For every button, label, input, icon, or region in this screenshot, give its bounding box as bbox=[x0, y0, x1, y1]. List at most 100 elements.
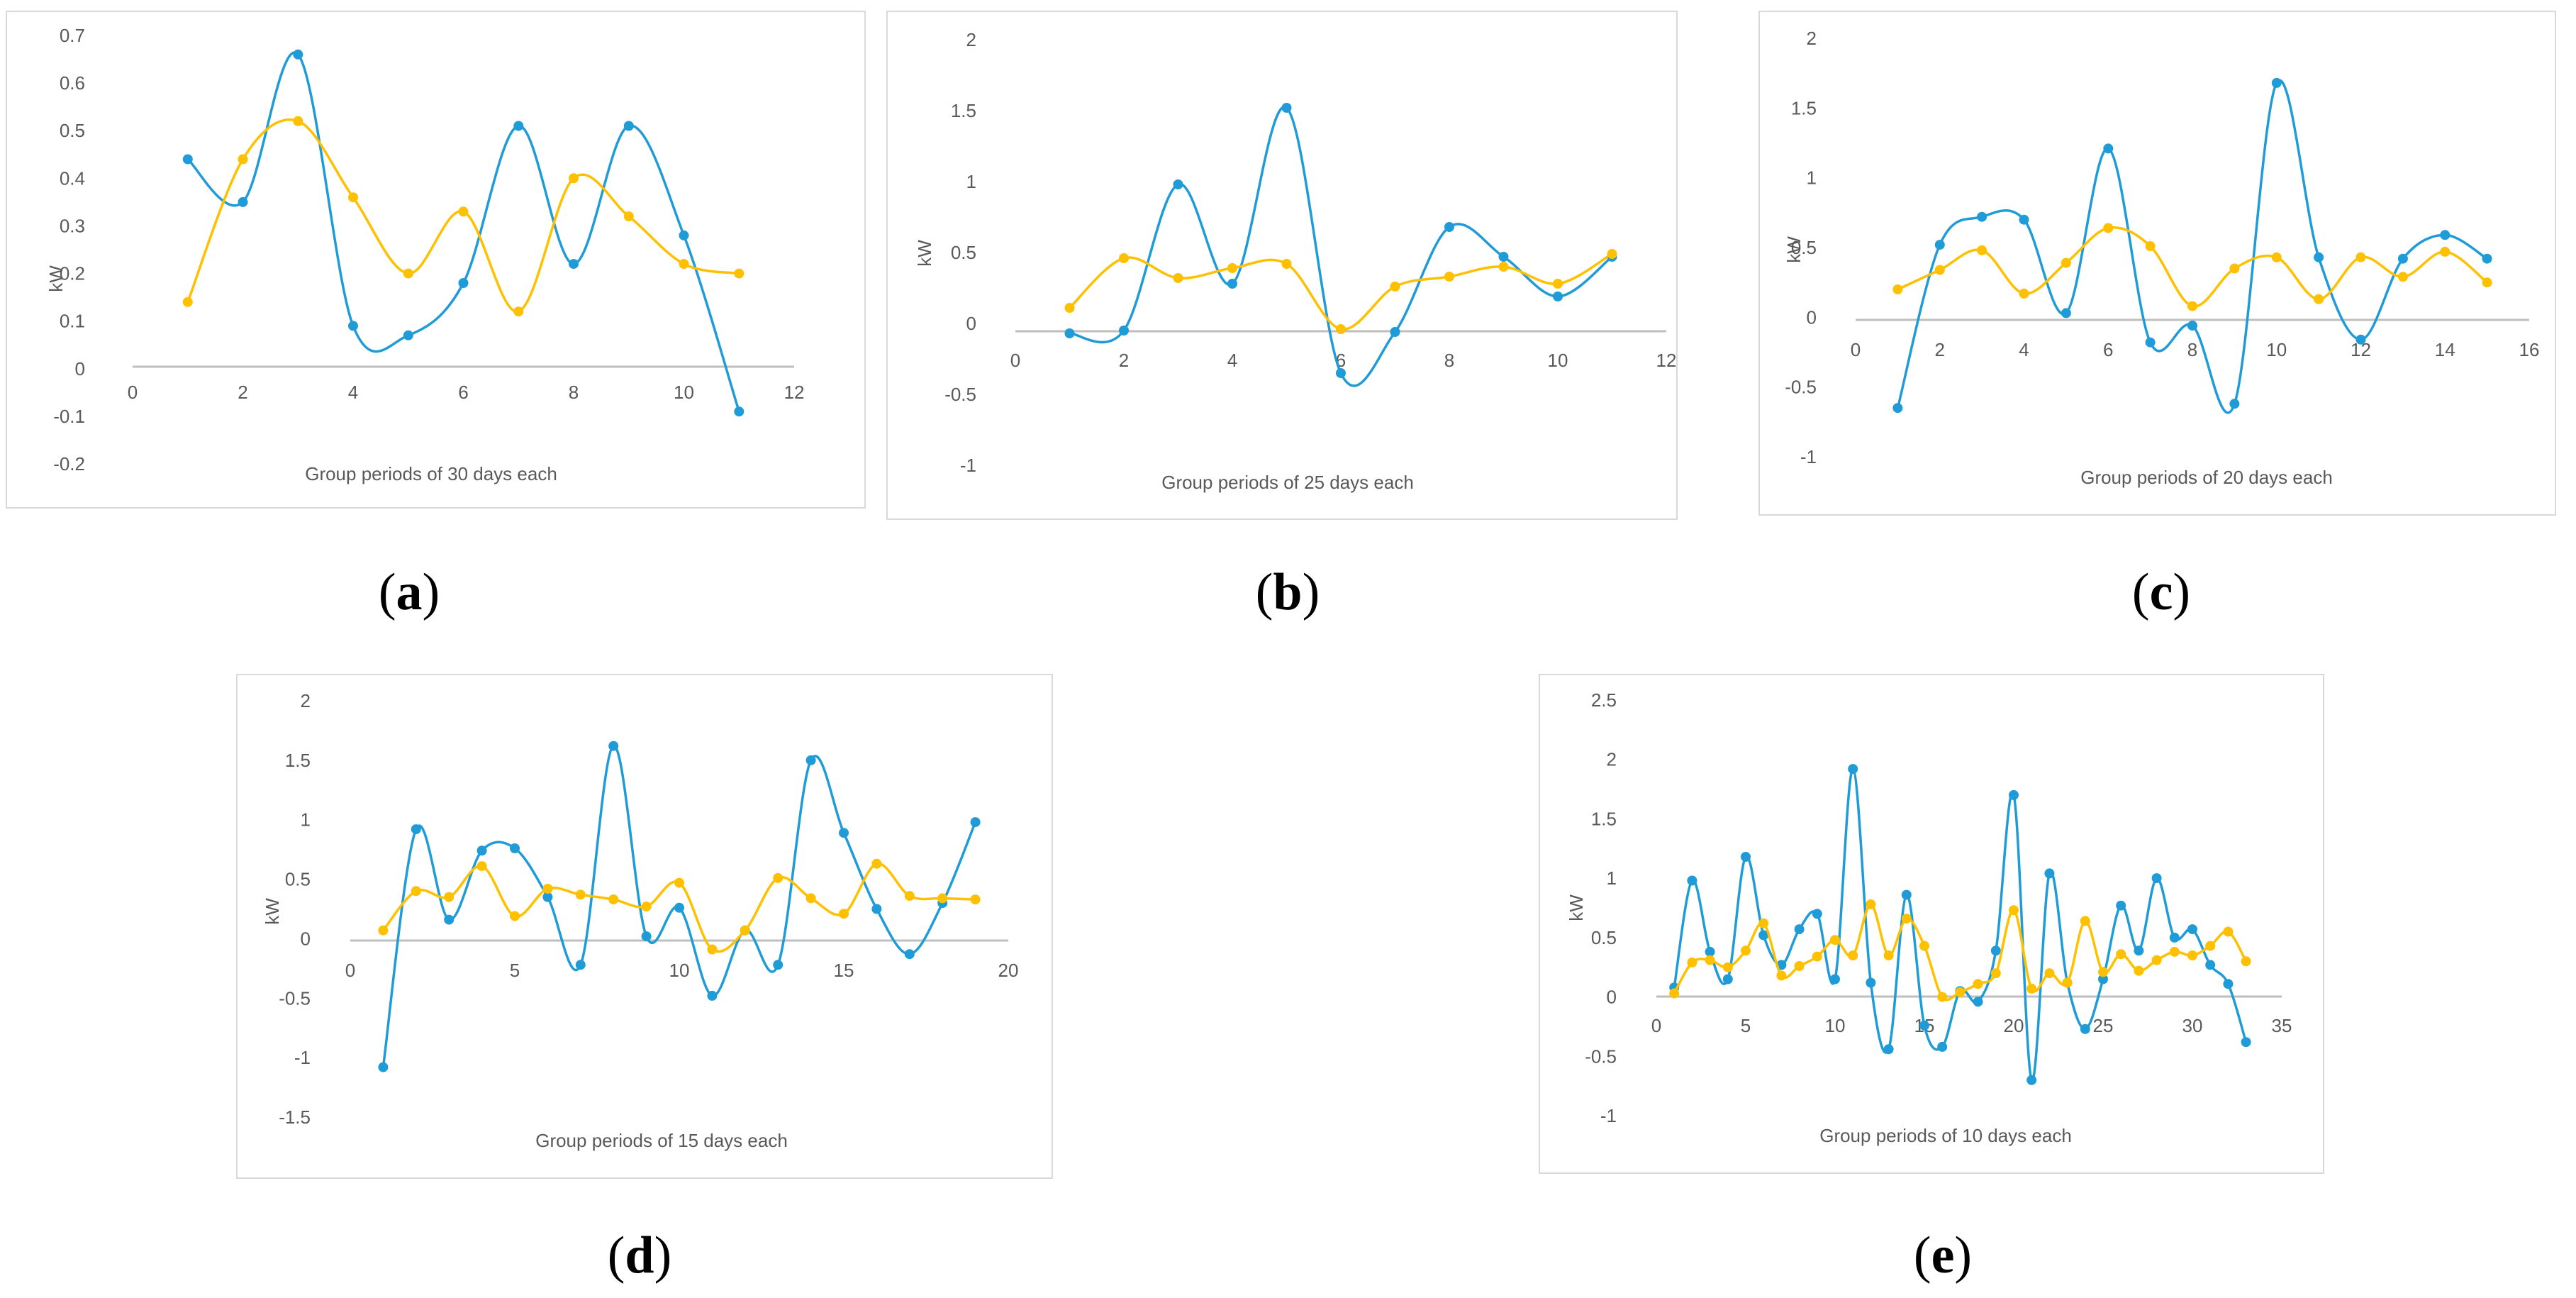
data-point-blue bbox=[1919, 1020, 1929, 1031]
y-tick-label: -0.1 bbox=[53, 406, 85, 427]
data-point-yellow bbox=[293, 116, 303, 126]
series-line-blue bbox=[381, 744, 977, 1067]
y-tick-label: -0.2 bbox=[53, 453, 85, 475]
x-tick-label: 20 bbox=[998, 960, 1019, 981]
y-tick-label: 1 bbox=[1807, 167, 1817, 189]
data-point-blue bbox=[476, 845, 487, 856]
data-point-blue bbox=[1227, 279, 1237, 289]
data-point-blue bbox=[2134, 945, 2144, 956]
chart-panel-e: -1-0.500.511.522.5 05101520253035 kW Gro… bbox=[1539, 674, 2324, 1174]
data-point-yellow bbox=[458, 206, 469, 217]
data-point-blue bbox=[575, 960, 586, 970]
x-tick-label: 30 bbox=[2182, 1015, 2203, 1036]
data-point-yellow bbox=[1973, 979, 1983, 989]
y-tick-label: 0.5 bbox=[1791, 237, 1817, 258]
y-tick-label: 2.5 bbox=[1591, 689, 1617, 711]
data-point-yellow bbox=[1977, 245, 1987, 255]
data-point-blue bbox=[1977, 211, 1987, 222]
chart-panel-d: -1.5 -1 -0.5 0 0.5 1 1.5 2 0 5 10 15 20 kW Group pe… bbox=[236, 674, 1053, 1179]
x-tick-label: 16 bbox=[2519, 339, 2540, 360]
data-point-blue bbox=[2026, 1075, 2037, 1085]
data-point-blue bbox=[403, 330, 413, 340]
data-point-yellow bbox=[1607, 249, 1617, 259]
y-tick-label: 0.5 bbox=[1591, 927, 1617, 948]
data-point-yellow bbox=[623, 211, 634, 221]
y-tick-label: 2 bbox=[301, 690, 311, 711]
y-tick-label: 0.5 bbox=[60, 120, 85, 141]
data-point-yellow bbox=[2062, 977, 2073, 988]
chart-panel-a: -0.2 -0.1 0 0.1 0.2 0.3 0.4 0.5 0.6 0.7 0 2 4 6 8 10 12… bbox=[6, 11, 866, 509]
chart-svg-c: -1-0.500.511.52 0 2 4 6 8 10 12 14 16 kW Group p… bbox=[1783, 28, 2540, 488]
data-point-blue bbox=[2187, 924, 2197, 935]
series-c bbox=[1892, 77, 2492, 414]
data-point-blue bbox=[674, 902, 684, 913]
data-point-yellow bbox=[2098, 967, 2108, 977]
caption-letter-c: c bbox=[2149, 563, 2173, 621]
data-point-yellow bbox=[1937, 992, 1948, 1002]
y-ticks-a: -0.2 -0.1 0 0.1 0.2 0.3 0.4 0.5 0.6 0.7 bbox=[53, 25, 85, 475]
data-point-blue bbox=[623, 121, 634, 131]
data-point-yellow bbox=[2482, 277, 2492, 288]
y-tick-label: 2 bbox=[1807, 28, 1817, 49]
y-tick-label: 0 bbox=[1807, 306, 1817, 328]
x-tick-label: 35 bbox=[2272, 1015, 2292, 1036]
data-point-yellow bbox=[1336, 324, 1346, 334]
y-tick-label: 0.4 bbox=[60, 167, 85, 189]
data-point-blue bbox=[1901, 889, 1912, 900]
x-tick-label: 5 bbox=[510, 960, 520, 981]
data-point-yellow bbox=[1812, 951, 1822, 962]
x-tick-label: 14 bbox=[2435, 339, 2455, 360]
data-point-blue bbox=[1281, 103, 1292, 113]
data-point-blue bbox=[734, 406, 745, 417]
data-point-yellow bbox=[411, 886, 421, 897]
data-point-yellow bbox=[1119, 253, 1129, 263]
data-point-blue bbox=[1722, 974, 1733, 984]
y-axis-label-d: kW bbox=[262, 898, 283, 925]
series-line-blue bbox=[1896, 79, 2488, 414]
y-tick-label: 0.2 bbox=[60, 263, 85, 284]
data-point-yellow bbox=[805, 893, 816, 904]
data-point-yellow bbox=[378, 925, 389, 936]
data-point-blue bbox=[805, 755, 816, 765]
data-point-yellow bbox=[608, 894, 619, 905]
caption-letter-d: d bbox=[625, 1226, 654, 1285]
y-tick-label: -1.5 bbox=[279, 1106, 311, 1128]
data-point-blue bbox=[2205, 960, 2216, 970]
data-point-blue bbox=[444, 914, 455, 925]
series-line-blue bbox=[1673, 767, 2248, 1082]
x-ticks-a: 0 2 4 6 8 10 12 bbox=[128, 382, 805, 403]
data-point-blue bbox=[1553, 292, 1563, 301]
data-point-yellow bbox=[2271, 252, 2282, 262]
y-tick-label: 0 bbox=[301, 928, 311, 949]
y-tick-label: 0.5 bbox=[285, 869, 311, 890]
x-ticks-c: 0 2 4 6 8 10 12 14 16 bbox=[1851, 339, 2540, 360]
x-ticks-b: 0 2 4 6 8 10 12 bbox=[1010, 350, 1677, 371]
data-point-yellow bbox=[2241, 956, 2251, 967]
data-point-yellow bbox=[871, 858, 882, 869]
chart-panel-b: -1 -0.5 0 0.5 1 1.5 2 0 2 4 6 8 10 12 kW Group perio… bbox=[886, 11, 1678, 520]
x-tick-label: 4 bbox=[2019, 339, 2029, 360]
x-tick-label: 8 bbox=[1444, 350, 1454, 371]
data-point-blue bbox=[2169, 932, 2180, 943]
y-tick-label: 0.3 bbox=[60, 215, 85, 236]
y-tick-label: -0.5 bbox=[944, 384, 976, 405]
caption-letter-e: e bbox=[1931, 1226, 1955, 1285]
data-point-yellow bbox=[1741, 945, 1751, 956]
data-point-blue bbox=[707, 990, 718, 1001]
data-point-yellow bbox=[1990, 968, 2001, 979]
x-tick-label: 25 bbox=[2093, 1015, 2114, 1036]
y-tick-label: 1.5 bbox=[285, 750, 311, 771]
data-point-yellow bbox=[674, 877, 684, 888]
x-tick-label: 12 bbox=[1656, 350, 1677, 371]
x-tick-label: 20 bbox=[2004, 1015, 2024, 1036]
data-point-yellow bbox=[2116, 949, 2126, 960]
x-tick-label: 2 bbox=[238, 382, 247, 403]
data-point-yellow bbox=[1281, 259, 1292, 269]
data-point-yellow bbox=[904, 891, 915, 902]
y-tick-label: 1 bbox=[301, 809, 311, 831]
y-axis-label-c: kW bbox=[1783, 236, 1805, 263]
x-ticks-e: 05101520253035 bbox=[1651, 1015, 2292, 1036]
data-point-yellow bbox=[1498, 262, 1509, 272]
data-point-yellow bbox=[2187, 950, 2197, 960]
data-point-blue bbox=[1934, 240, 1945, 250]
